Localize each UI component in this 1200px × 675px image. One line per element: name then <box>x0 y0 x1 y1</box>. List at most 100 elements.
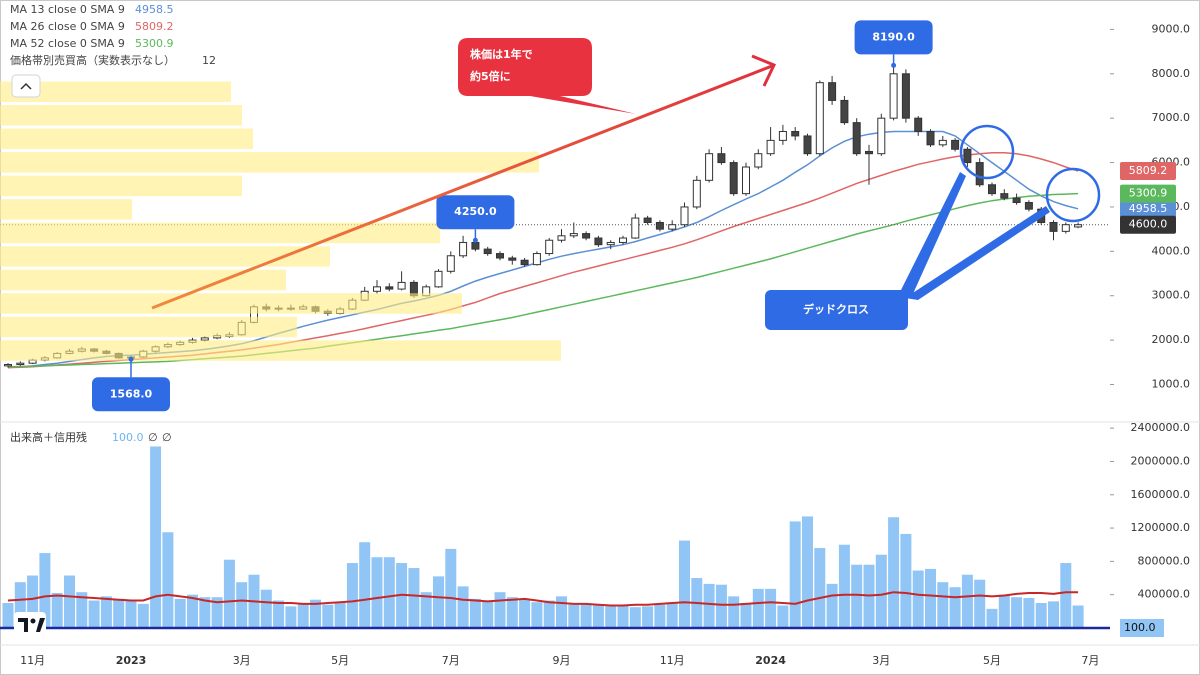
headline-text: 約5倍に <box>470 69 511 83</box>
volume-bar <box>789 521 801 628</box>
volume-bar <box>359 542 371 628</box>
candle-body <box>742 166 750 195</box>
volume-legend-symbol: ∅ <box>148 431 158 444</box>
volume-bar <box>494 592 506 628</box>
volume-bar <box>88 600 100 628</box>
volume-bar <box>814 548 826 628</box>
candle-body <box>496 253 504 259</box>
volume-bar <box>592 605 604 628</box>
volume-bar <box>888 517 900 628</box>
candle-body <box>877 117 886 155</box>
volume-bar <box>310 599 321 628</box>
credit-tag-label: 100.0 <box>1124 621 1156 634</box>
candle-body <box>1074 224 1083 228</box>
candle-body <box>766 139 775 155</box>
volume-bar <box>519 598 531 628</box>
volume-profile-bar <box>0 128 253 150</box>
x-tick-label: 5月 <box>331 654 349 667</box>
ma-tag-label: 5809.2 <box>1129 164 1168 177</box>
x-tick-label: 2023 <box>116 654 147 667</box>
volume-bar <box>457 586 469 628</box>
candle-body <box>938 139 947 146</box>
candle-body <box>1000 193 1009 199</box>
candle-body <box>532 253 541 266</box>
y-tick-label: 4000.0 <box>1152 244 1191 257</box>
candle-body <box>385 286 394 290</box>
volume-bar <box>100 596 112 628</box>
ma-tag <box>1120 162 1176 181</box>
candle-body <box>1024 202 1033 210</box>
y-tick-label: 400000.0 <box>1138 588 1191 601</box>
candle-body <box>1012 197 1021 204</box>
volume-profile-bar <box>0 105 242 126</box>
x-tick-label: 5月 <box>983 654 1001 667</box>
volume-bar <box>445 548 457 628</box>
volume-bar <box>27 575 39 628</box>
candle-body <box>889 73 898 119</box>
volume-bar <box>752 588 764 628</box>
candle-body <box>471 241 480 250</box>
candle-body <box>852 122 861 155</box>
volume-bar <box>961 574 973 628</box>
arrow-head <box>751 54 777 87</box>
x-tick-label: 2024 <box>755 654 786 667</box>
volume-bar <box>113 598 125 628</box>
volume-bar <box>346 563 358 628</box>
y-tick-label: 8000.0 <box>1152 67 1191 80</box>
volume-profile-bar <box>0 199 132 220</box>
callout-box <box>458 38 636 114</box>
y-tick-label: 1000.0 <box>1152 377 1191 390</box>
x-tick-label: 7月 <box>442 654 460 667</box>
callout-dot <box>891 62 897 68</box>
volume-bar <box>765 588 777 628</box>
candle-body <box>914 117 923 132</box>
volume-profile-bar <box>0 222 440 244</box>
collapse-button[interactable] <box>11 74 41 98</box>
volume-bar <box>469 598 481 628</box>
volume-bar <box>383 557 395 628</box>
volume-bar <box>162 532 174 628</box>
x-tick-label: 7月 <box>1081 654 1099 667</box>
candle-body <box>582 233 591 239</box>
legend-entry: MA 52 close 0 SMA 9 5300.9 <box>10 37 174 50</box>
volume-bar <box>605 606 617 628</box>
volume-bar <box>236 582 248 628</box>
volume-bar <box>1060 563 1072 628</box>
volume-bar <box>76 592 88 628</box>
dead-cross-box <box>765 290 908 330</box>
volume-bar <box>297 603 309 628</box>
pointer <box>898 172 966 296</box>
candle-body <box>754 153 763 168</box>
volume-bar <box>580 604 592 628</box>
x-tick-label: 9月 <box>553 654 571 667</box>
volume-bar <box>1048 601 1059 628</box>
y-tick-label: 2000000.0 <box>1131 454 1191 467</box>
volume-bar <box>1072 605 1084 628</box>
volume-bar <box>974 579 986 628</box>
volume-bar <box>260 589 272 628</box>
volume-bar <box>666 603 678 628</box>
volume-bar <box>273 600 285 628</box>
volume-bar <box>14 582 26 628</box>
volume-bar <box>912 570 924 628</box>
volume-bar <box>654 604 666 628</box>
volume-bar <box>998 594 1010 628</box>
ma-tag <box>1120 184 1176 203</box>
y-tick-label: 800000.0 <box>1138 554 1191 567</box>
candle-body <box>606 241 615 246</box>
candle-body <box>459 241 468 257</box>
y-tick-label: 7000.0 <box>1152 111 1191 124</box>
volume-bar <box>211 597 223 628</box>
volume-bar <box>199 597 211 628</box>
volume-legend-symbol: ∅ <box>162 431 172 444</box>
candle-body <box>791 130 800 137</box>
volume-bar <box>802 516 813 628</box>
ma-tag-label: 4958.5 <box>1129 202 1168 215</box>
volume-bar <box>531 602 543 628</box>
candle-body <box>828 82 837 101</box>
volume-bar <box>900 533 912 628</box>
volume-bar <box>543 600 555 628</box>
tradingview-logo[interactable] <box>14 612 46 636</box>
candle-body <box>815 82 824 155</box>
volume-bar <box>568 604 580 628</box>
